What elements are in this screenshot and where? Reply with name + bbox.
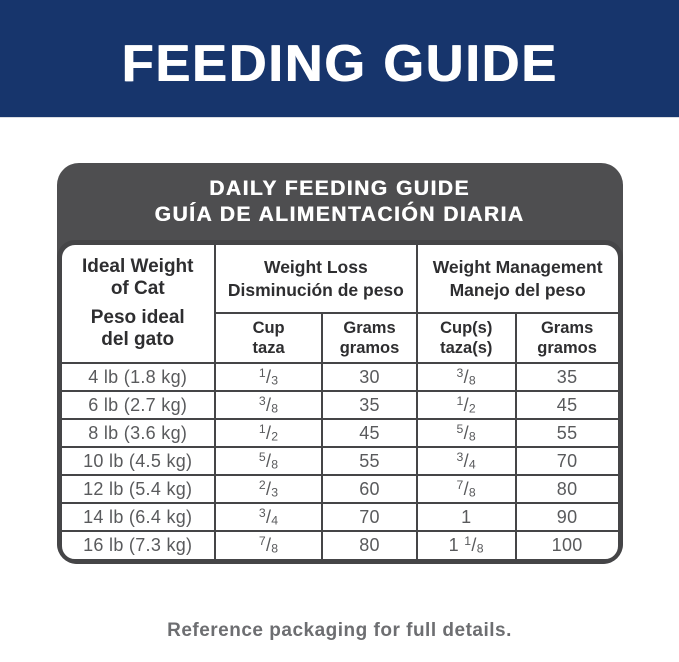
loss-cup-header: Cup taza (213, 312, 324, 364)
mgmt-grams-cell: 100 (514, 530, 618, 559)
weight-loss-header-es: Disminución de peso (227, 279, 404, 300)
footer: Reference packaging for full details. (0, 620, 679, 642)
weight-management-group-header: Weight Management Manejo del peso (415, 245, 618, 314)
mgmt-cup-cell: 3/4 (415, 446, 517, 476)
group-header-row: Ideal Weight of Cat Peso ideal del gato … (61, 245, 618, 364)
table-row: 12 lb (5.4 kg) 2/3 60 7/8 80 (61, 474, 618, 504)
loss-cup-cell: 3/8 (213, 390, 324, 420)
mgmt-cup-header-es: taza(s) (440, 339, 493, 357)
weight-cell: 14 lb (6.4 kg) (61, 502, 216, 532)
banner: FEEDING GUIDE (0, 0, 679, 118)
mgmt-grams-header-es: gramos (537, 339, 597, 357)
loss-grams-cell: 45 (321, 418, 418, 448)
loss-grams-cell: 60 (321, 474, 418, 504)
loss-cup-header-en: Cup (252, 319, 285, 337)
sub-header-row: Cup taza Grams gramos Cup(s) taza(s) G (62, 312, 618, 364)
mgmt-cup-cell: 5/8 (415, 418, 517, 448)
table-row: 6 lb (2.7 kg) 3/8 35 1/2 45 (61, 390, 618, 420)
table-title-block: DAILY FEEDING GUIDE GUÍA DE ALIMENTACIÓN… (57, 163, 623, 240)
mgmt-cup-cell: 1/2 (415, 390, 517, 420)
weight-management-header-es: Manejo del peso (449, 279, 586, 300)
mgmt-grams-cell: 45 (514, 390, 618, 420)
page-title: FEEDING GUIDE (121, 34, 558, 93)
table-row: 8 lb (3.6 kg) 1/2 45 5/8 55 (61, 418, 618, 448)
table-row: 10 lb (4.5 kg) 5/8 55 3/4 70 (61, 446, 618, 476)
loss-cup-cell: 5/8 (213, 446, 324, 476)
mgmt-grams-header-en: Grams (540, 319, 594, 337)
feeding-table: Ideal Weight of Cat Peso ideal del gato … (61, 245, 618, 559)
loss-grams-cell: 30 (321, 362, 418, 392)
weight-management-header-en: Weight Management (432, 256, 603, 277)
mgmt-grams-cell: 35 (514, 362, 618, 392)
mgmt-cup-cell: 1 (415, 502, 517, 532)
weight-loss-group-header: Weight Loss Disminución de peso (213, 245, 418, 314)
feeding-guide-page: FEEDING GUIDE DAILY FEEDING GUIDE GUÍA D… (0, 0, 679, 642)
loss-grams-cell: 55 (321, 446, 418, 476)
mgmt-grams-cell: 90 (514, 502, 618, 532)
daily-feeding-guide-table: DAILY FEEDING GUIDE GUÍA DE ALIMENTACIÓN… (56, 163, 623, 564)
table-row: 16 lb (7.3 kg) 7/8 80 1 1/8 100 (61, 530, 618, 559)
weight-loss-header-en: Weight Loss (264, 256, 368, 277)
footer-note: Reference packaging for full details. (167, 620, 512, 641)
table-title-en: DAILY FEEDING GUIDE (209, 176, 470, 200)
weight-cell: 16 lb (7.3 kg) (61, 530, 216, 559)
loss-cup-cell: 7/8 (213, 530, 324, 559)
mgmt-cup-cell: 1 1/8 (415, 530, 517, 559)
loss-grams-cell: 35 (321, 390, 418, 420)
table-body: Ideal Weight of Cat Peso ideal del gato … (56, 240, 623, 564)
table-row: 14 lb (6.4 kg) 3/4 70 1 90 (61, 502, 618, 532)
loss-grams-header-es: gramos (339, 339, 400, 357)
mgmt-cup-header-en: Cup(s) (440, 319, 493, 337)
mgmt-grams-cell: 80 (514, 474, 618, 504)
mgmt-grams-cell: 55 (514, 418, 618, 448)
loss-cup-cell: 2/3 (213, 474, 324, 504)
mgmt-grams-header: Grams gramos (514, 312, 618, 364)
ideal-weight-header: Ideal Weight of Cat Peso ideal del gato (61, 245, 216, 364)
weight-cell: 12 lb (5.4 kg) (61, 474, 216, 504)
weight-cell: 6 lb (2.7 kg) (61, 390, 216, 420)
loss-cup-header-es: taza (252, 339, 285, 357)
weight-cell: 4 lb (1.8 kg) (61, 362, 216, 392)
weight-cell: 8 lb (3.6 kg) (61, 418, 216, 448)
loss-grams-cell: 70 (321, 502, 418, 532)
table-title-es: GUÍA DE ALIMENTACIÓN DIARIA (154, 202, 525, 226)
loss-cup-cell: 1/2 (213, 418, 324, 448)
mgmt-cup-cell: 7/8 (415, 474, 517, 504)
mgmt-cup-header: Cup(s) taza(s) (415, 312, 517, 364)
mgmt-cup-cell: 3/8 (415, 362, 517, 392)
mgmt-grams-cell: 70 (514, 446, 618, 476)
loss-cup-cell: 3/4 (213, 502, 324, 532)
loss-grams-header: Grams gramos (321, 312, 418, 364)
table-row: 4 lb (1.8 kg) 1/3 30 3/8 35 (61, 362, 618, 392)
loss-cup-cell: 1/3 (213, 362, 324, 392)
weight-cell: 10 lb (4.5 kg) (61, 446, 216, 476)
ideal-weight-header-en: Ideal Weight of Cat (81, 256, 194, 299)
loss-grams-header-en: Grams (343, 319, 396, 337)
loss-grams-cell: 80 (321, 530, 418, 559)
ideal-weight-header-es: Peso ideal del gato (90, 307, 185, 350)
